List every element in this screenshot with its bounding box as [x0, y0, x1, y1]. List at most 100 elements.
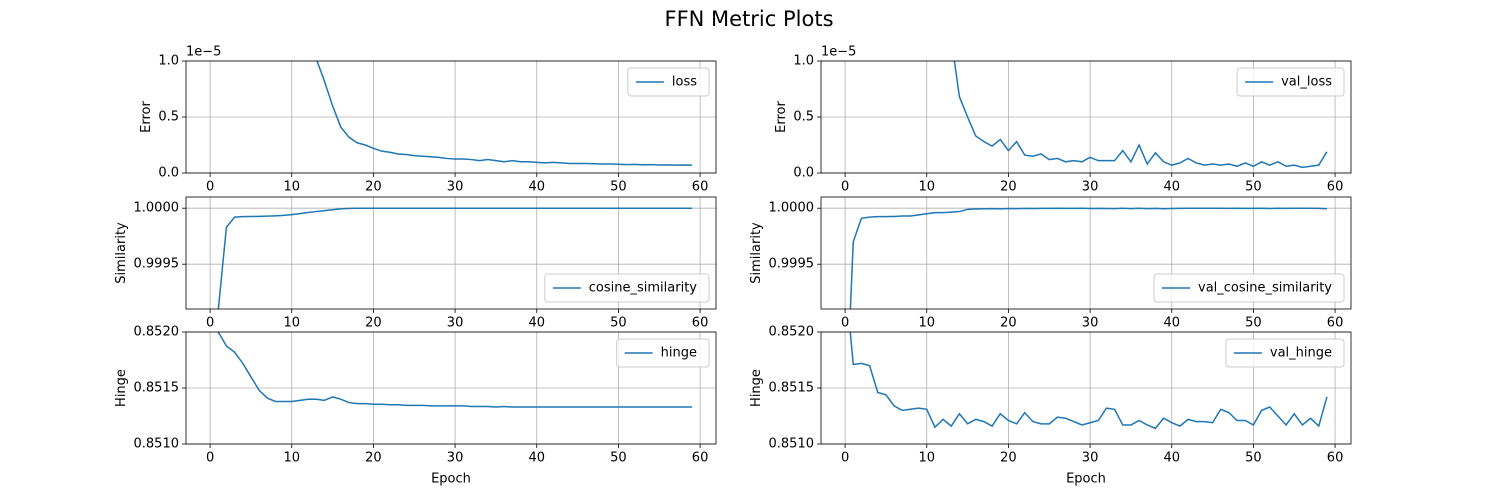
- subplot: 0 10 20 30 40 50 60 0.8510 0.8515 0.8520 Hinge Epoc…: [114, 325, 717, 487]
- x-tick-label: 30: [1082, 451, 1099, 466]
- y-axis-label: Error: [139, 101, 154, 133]
- legend-box: [627, 67, 710, 97]
- y-tick-label: 0.8515: [769, 381, 815, 396]
- x-tick-label: 60: [1327, 180, 1344, 195]
- x-tick-label: 0: [206, 451, 214, 466]
- y-tick-label: 1.0000: [134, 201, 180, 216]
- figure-title: FFN Metric Plots: [664, 7, 833, 31]
- x-tick-label: 40: [528, 451, 545, 466]
- y-axis-label: Hinge: [114, 369, 129, 407]
- x-tick-label: 0: [206, 180, 214, 195]
- subplot: 0 10 20 30 40 50 60 0.9995 1.0000 Similarity cosin…: [114, 196, 717, 331]
- y-axis-label: Error: [774, 101, 789, 133]
- x-tick-label: 10: [918, 316, 935, 331]
- x-tick-label: 30: [447, 451, 464, 466]
- x-tick-label: 40: [528, 316, 545, 331]
- y-axis-label: Similarity: [749, 222, 764, 284]
- legend-box: [1225, 338, 1345, 368]
- x-tick-label: 0: [206, 316, 214, 331]
- x-tick-label: 50: [1245, 451, 1262, 466]
- y-tick-label: 0.8515: [134, 381, 180, 396]
- y-tick-label: 0.8520: [134, 325, 180, 340]
- y-axis-label: Hinge: [749, 369, 764, 407]
- x-tick-label: 20: [365, 451, 382, 466]
- y-tick-label: 0.9995: [134, 257, 180, 272]
- legend-box: [1153, 273, 1345, 303]
- legend-label: loss: [672, 75, 697, 90]
- x-tick-label: 10: [283, 451, 300, 466]
- subplot: 0 10 20 30 40 50 60 0.8510 0.8515 0.8520 Hinge Epoc…: [749, 325, 1352, 487]
- x-axis-label: Epoch: [431, 472, 471, 487]
- legend: loss: [627, 67, 710, 97]
- axes-frame: [185, 196, 717, 310]
- axes-frame: [820, 331, 1352, 445]
- x-tick-label: 10: [283, 316, 300, 331]
- x-tick-label: 0: [841, 451, 849, 466]
- legend-box: [616, 338, 710, 368]
- x-tick-label: 50: [610, 316, 627, 331]
- x-tick-label: 30: [447, 316, 464, 331]
- x-tick-label: 0: [841, 316, 849, 331]
- y-tick-label: 1.0000: [769, 201, 815, 216]
- x-tick-label: 40: [528, 180, 545, 195]
- legend: val_hinge: [1225, 338, 1345, 368]
- x-tick-label: 60: [692, 451, 709, 466]
- y-tick-label: 0.5: [158, 110, 179, 125]
- data-line: [316, 61, 692, 166]
- axes-frame: [185, 331, 717, 445]
- legend-label: cosine_similarity: [589, 281, 698, 296]
- y-tick-label: 0.9995: [769, 257, 815, 272]
- x-tick-label: 20: [365, 316, 382, 331]
- x-tick-label: 30: [1082, 316, 1099, 331]
- x-tick-label: 10: [918, 451, 935, 466]
- legend-label: hinge: [661, 346, 697, 361]
- legend: val_loss: [1236, 67, 1345, 97]
- axes-frame: [820, 196, 1352, 310]
- subplot: 0 10 20 30 40 50 60 0.0 0.5 1.0 1e−5 Error loss: [139, 45, 717, 195]
- data-line: [849, 207, 1327, 309]
- x-tick-label: 10: [283, 180, 300, 195]
- y-axis-label: Similarity: [114, 222, 129, 284]
- data-line: [849, 332, 1328, 430]
- legend-label: val_loss: [1281, 75, 1332, 90]
- x-tick-label: 50: [610, 451, 627, 466]
- data-line: [217, 207, 692, 309]
- x-tick-label: 20: [1000, 451, 1017, 466]
- y-tick-label: 0.8520: [769, 325, 815, 340]
- x-tick-label: 30: [447, 180, 464, 195]
- x-tick-label: 40: [1163, 316, 1180, 331]
- legend-box: [544, 273, 710, 303]
- y-tick-label: 1.0: [158, 54, 179, 69]
- x-tick-label: 50: [1245, 316, 1262, 331]
- x-tick-label: 20: [365, 180, 382, 195]
- x-tick-label: 20: [1000, 316, 1017, 331]
- x-tick-label: 60: [692, 316, 709, 331]
- legend: cosine_similarity: [544, 273, 710, 303]
- y-tick-label: 0.8510: [134, 437, 180, 452]
- offset-text: 1e−5: [186, 45, 221, 60]
- x-tick-label: 50: [610, 180, 627, 195]
- x-tick-label: 40: [1163, 180, 1180, 195]
- x-tick-label: 40: [1163, 451, 1180, 466]
- x-tick-label: 10: [918, 180, 935, 195]
- legend-label: val_cosine_similarity: [1198, 281, 1332, 296]
- x-tick-label: 60: [1327, 451, 1344, 466]
- legend-box: [1236, 67, 1345, 97]
- x-tick-label: 20: [1000, 180, 1017, 195]
- y-tick-label: 0.0: [793, 166, 814, 181]
- y-tick-label: 1.0: [793, 54, 814, 69]
- legend: hinge: [616, 338, 710, 368]
- x-tick-label: 60: [692, 180, 709, 195]
- axes-frame: [185, 60, 717, 174]
- data-line: [217, 332, 692, 408]
- legend-label: val_hinge: [1270, 346, 1332, 361]
- x-tick-label: 50: [1245, 180, 1262, 195]
- legend: val_cosine_similarity: [1153, 273, 1345, 303]
- axes-frame: [820, 60, 1352, 174]
- x-tick-label: 60: [1327, 316, 1344, 331]
- x-tick-label: 30: [1082, 180, 1099, 195]
- x-axis-label: Epoch: [1066, 472, 1106, 487]
- y-tick-label: 0.8510: [769, 437, 815, 452]
